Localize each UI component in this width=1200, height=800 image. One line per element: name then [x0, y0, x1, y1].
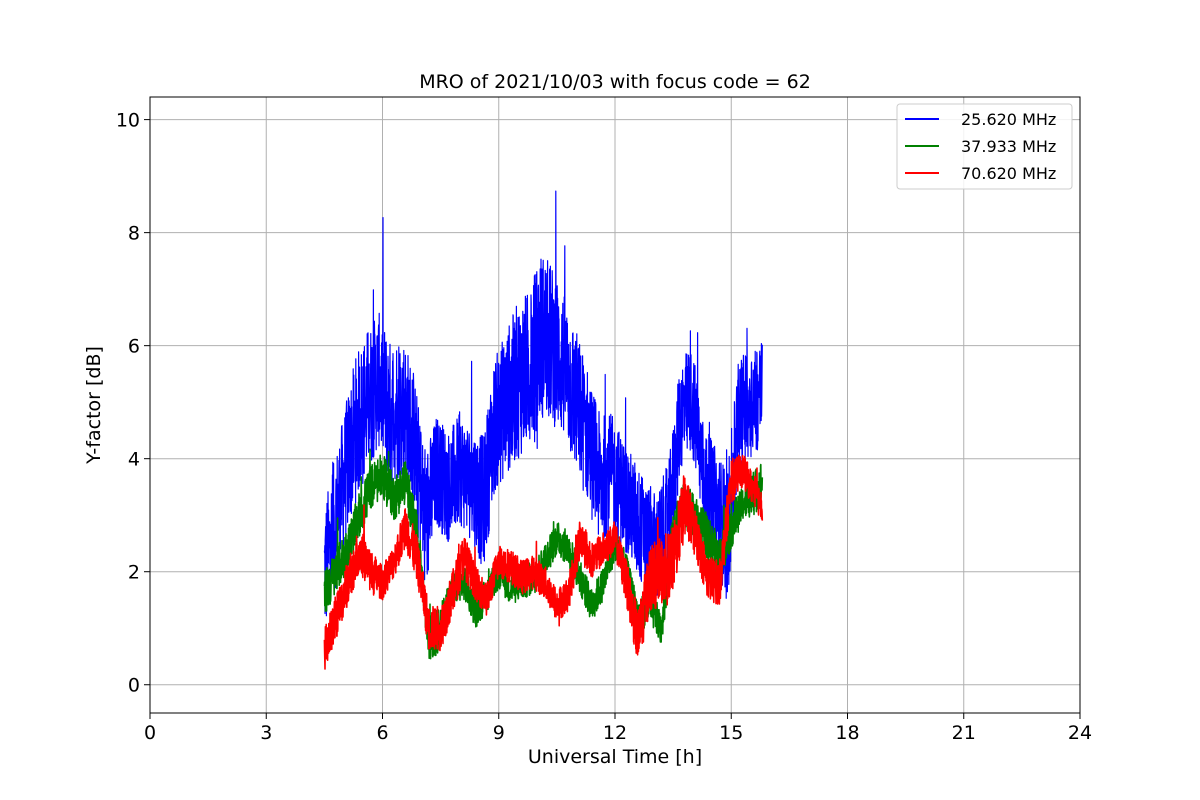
- y-tick-label: 8: [128, 223, 140, 245]
- y-tick-label: 2: [128, 562, 140, 584]
- series-line-70-620: [323, 454, 764, 670]
- x-axis: 0 3 6 9 12 15 18 21 24: [144, 713, 1092, 744]
- y-axis: 0 2 4 6 8 10: [116, 110, 150, 697]
- x-tick-label: 21: [952, 722, 976, 744]
- x-tick-label: 18: [835, 722, 859, 744]
- x-tick-label: 24: [1068, 722, 1092, 744]
- y-axis-label: Y-factor [dB]: [83, 346, 105, 465]
- legend-entry-25-620: 25.620 MHz: [961, 110, 1056, 129]
- y-tick-label: 4: [128, 449, 140, 471]
- x-tick-label: 15: [719, 722, 743, 744]
- legend-entry-70-620: 70.620 MHz: [961, 164, 1056, 183]
- plot-series: [323, 190, 764, 670]
- series-line-25-620: [323, 190, 763, 617]
- y-tick-label: 6: [128, 336, 140, 358]
- x-tick-label: 12: [603, 722, 627, 744]
- y-tick-label: 0: [128, 675, 140, 697]
- legend-entry-37-933: 37.933 MHz: [961, 137, 1056, 156]
- x-tick-label: 3: [260, 722, 272, 744]
- legend: 25.620 MHz 37.933 MHz 70.620 MHz: [896, 103, 1073, 190]
- legend-box: [896, 103, 1073, 190]
- y-tick-label: 10: [116, 110, 140, 132]
- x-tick-label: 9: [493, 722, 505, 744]
- x-tick-label: 6: [376, 722, 388, 744]
- chart-title: MRO of 2021/10/03 with focus code = 62: [419, 71, 811, 93]
- x-axis-label: Universal Time [h]: [528, 746, 702, 768]
- x-tick-label: 0: [144, 722, 156, 744]
